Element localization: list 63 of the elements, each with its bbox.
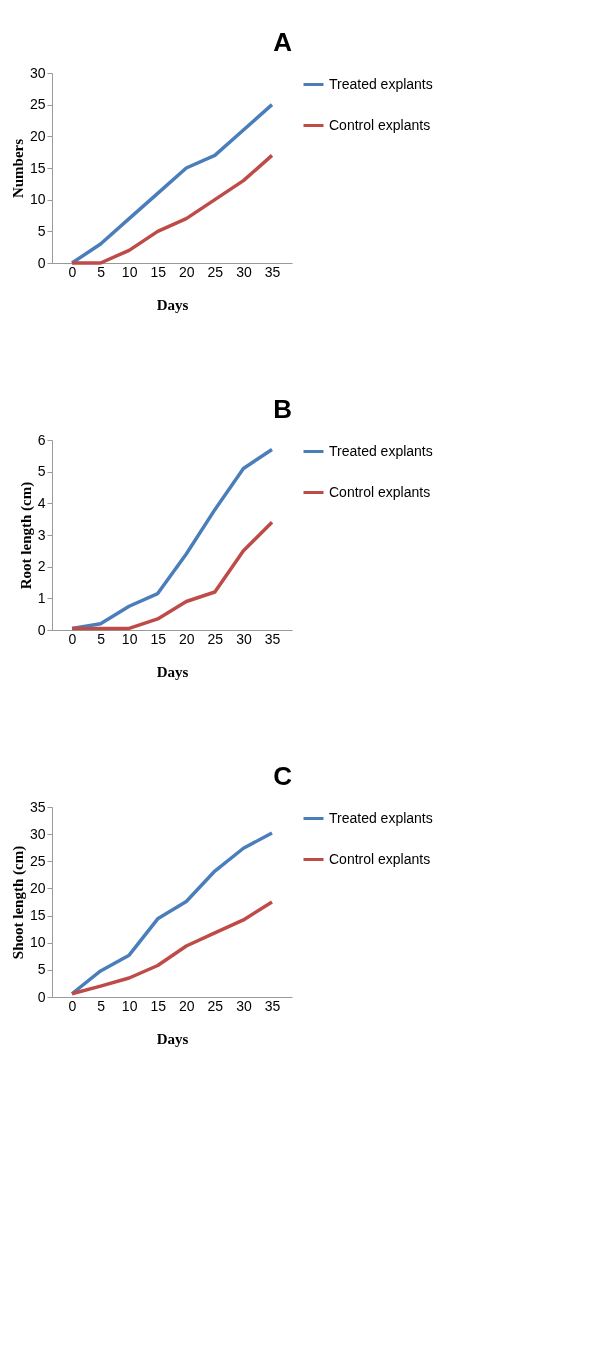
y-axis-title: Shoot length (cm) — [9, 845, 27, 960]
line-series — [70, 831, 274, 996]
legend-label: Control explants — [329, 483, 431, 500]
y-tick-label: 20 — [29, 879, 46, 896]
x-tick-label: 30 — [236, 997, 252, 1014]
y-tick-label: 2 — [37, 558, 46, 575]
legend-label: Treated explants — [329, 75, 433, 92]
y-tick-label: 15 — [29, 907, 46, 924]
x-tick-label: 15 — [150, 997, 167, 1014]
legend-label: Control explants — [329, 850, 431, 867]
y-tick-label: 25 — [29, 96, 46, 113]
x-tick-label: 35 — [264, 263, 281, 280]
y-tick-label: 3 — [37, 526, 46, 543]
x-tick-label: 15 — [150, 630, 167, 647]
chart-title: B — [273, 394, 292, 424]
y-tick-label: 4 — [37, 494, 46, 511]
x-tick-label: 20 — [179, 997, 195, 1014]
y-tick-label: 30 — [29, 64, 46, 81]
x-tick-label: 5 — [97, 630, 106, 647]
x-tick-label: 35 — [264, 997, 281, 1014]
legend-label: Treated explants — [329, 442, 433, 459]
y-tick-label: 15 — [29, 159, 46, 176]
legend-label: Treated explants — [329, 809, 433, 826]
y-tick-label: 5 — [37, 222, 46, 239]
y-tick-label: 30 — [29, 825, 46, 842]
y-axis-title: Numbers — [9, 138, 26, 199]
y-tick-label: 25 — [29, 852, 46, 869]
x-tick-label: 15 — [150, 263, 167, 280]
x-axis-title: Days — [156, 296, 189, 313]
x-tick-label: 25 — [207, 630, 224, 647]
x-tick-label: 35 — [264, 630, 281, 647]
legend-label: Control explants — [329, 116, 431, 133]
x-tick-label: 0 — [68, 263, 77, 280]
y-axis-title: Root length (cm) — [17, 481, 35, 590]
chart-title: C — [273, 761, 293, 791]
x-tick-label: 10 — [121, 263, 138, 280]
x-axis-title: Days — [156, 1030, 189, 1047]
y-tick-label: 1 — [37, 589, 46, 606]
line-series — [70, 102, 274, 265]
x-tick-label: 0 — [68, 630, 77, 647]
y-tick-label: 6 — [37, 431, 46, 448]
line-series — [70, 520, 274, 631]
y-tick-label: 5 — [37, 961, 46, 978]
chart-title: A — [273, 27, 293, 57]
x-tick-label: 25 — [207, 263, 224, 280]
line-series — [70, 153, 274, 265]
x-tick-label: 10 — [121, 997, 138, 1014]
x-tick-label: 0 — [68, 997, 77, 1014]
x-tick-label: 5 — [97, 997, 106, 1014]
y-tick-label: 5 — [37, 463, 46, 480]
y-tick-label: 10 — [29, 934, 46, 951]
x-tick-label: 20 — [179, 630, 195, 647]
x-tick-label: 20 — [179, 263, 195, 280]
y-tick-label: 10 — [29, 191, 46, 208]
line-series — [70, 900, 274, 996]
x-tick-label: 30 — [236, 630, 252, 647]
x-tick-label: 30 — [236, 263, 252, 280]
y-tick-label: 20 — [29, 127, 46, 144]
x-tick-label: 10 — [121, 630, 138, 647]
x-tick-label: 25 — [207, 997, 224, 1014]
y-tick-label: 35 — [29, 798, 46, 815]
x-axis-title: Days — [156, 663, 189, 680]
x-tick-label: 5 — [97, 263, 106, 280]
